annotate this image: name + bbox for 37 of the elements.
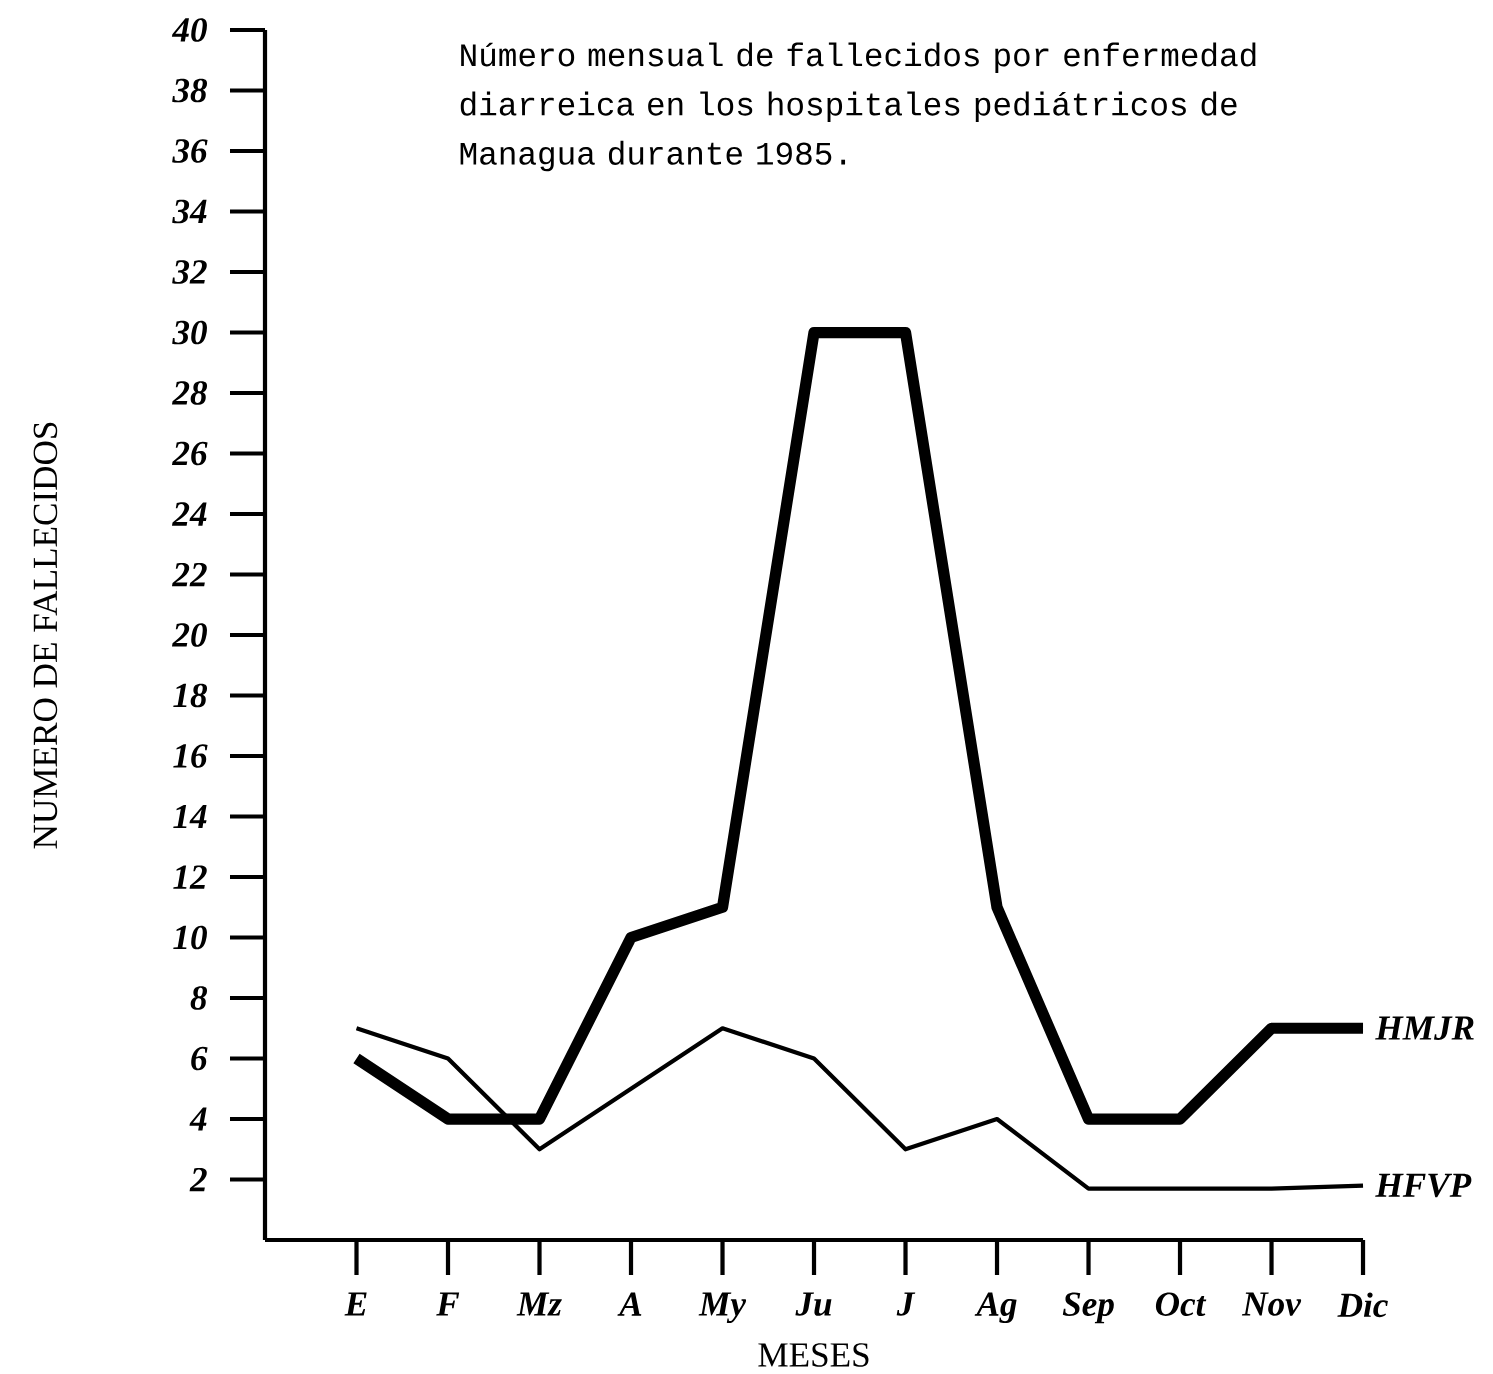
y-tick-label: 6 xyxy=(191,1046,208,1071)
y-tick-label: 16 xyxy=(173,744,208,768)
x-tick-label: A xyxy=(617,1292,642,1316)
x-tick-label: Ju xyxy=(795,1292,832,1316)
x-tick-label: Nov xyxy=(1241,1292,1302,1316)
text: Número mensual de fallecidos por enfermedad diarreica en los hospitales pediátricos de Managua durante 1985. xyxy=(460,42,1256,172)
y-tick-label: 20 xyxy=(171,623,207,647)
y-tick-label: 18 xyxy=(173,683,208,708)
y-tick-label: 4 xyxy=(189,1107,207,1131)
y-tick-label: 26 xyxy=(171,441,208,466)
y-tick-label: 32 xyxy=(172,260,207,284)
x-tick-label: Ag xyxy=(974,1292,1017,1324)
y-tick-label: 28 xyxy=(171,381,208,405)
x-tick-label: E xyxy=(344,1292,367,1316)
x-axis-title: MESES xyxy=(758,1343,869,1367)
y-axis-title: NUMERO DE FALLECIDOS xyxy=(33,422,58,849)
y-tick-label: 30 xyxy=(172,320,207,345)
y-tick-label: 12 xyxy=(173,865,207,889)
y-tick-label: 22 xyxy=(171,562,207,587)
x-tick-label: Sep xyxy=(1062,1292,1114,1324)
y-tick-label: 14 xyxy=(173,804,207,829)
y-tick-label: 38 xyxy=(172,78,208,103)
x-tick-label: Dic xyxy=(1337,1292,1388,1318)
y-tick-label: 2 xyxy=(189,1167,207,1192)
x-tick-label: F xyxy=(436,1292,460,1316)
x-tick-label: J xyxy=(896,1292,916,1316)
series-label: HMJR xyxy=(1375,1016,1474,1040)
y-tick-label: 34 xyxy=(172,199,207,224)
x-tick-label: My xyxy=(698,1292,747,1324)
y-tick-label: 10 xyxy=(173,925,207,950)
series-label: HFVP xyxy=(1375,1173,1472,1198)
x-tick-label: Oct xyxy=(1155,1292,1207,1317)
y-tick-label: 40 xyxy=(171,18,207,42)
y-tick-label: 36 xyxy=(172,139,208,163)
x-tick-label: Mz xyxy=(516,1292,562,1316)
y-tick-label: 24 xyxy=(171,502,207,526)
y-tick-label: 8 xyxy=(190,986,208,1010)
